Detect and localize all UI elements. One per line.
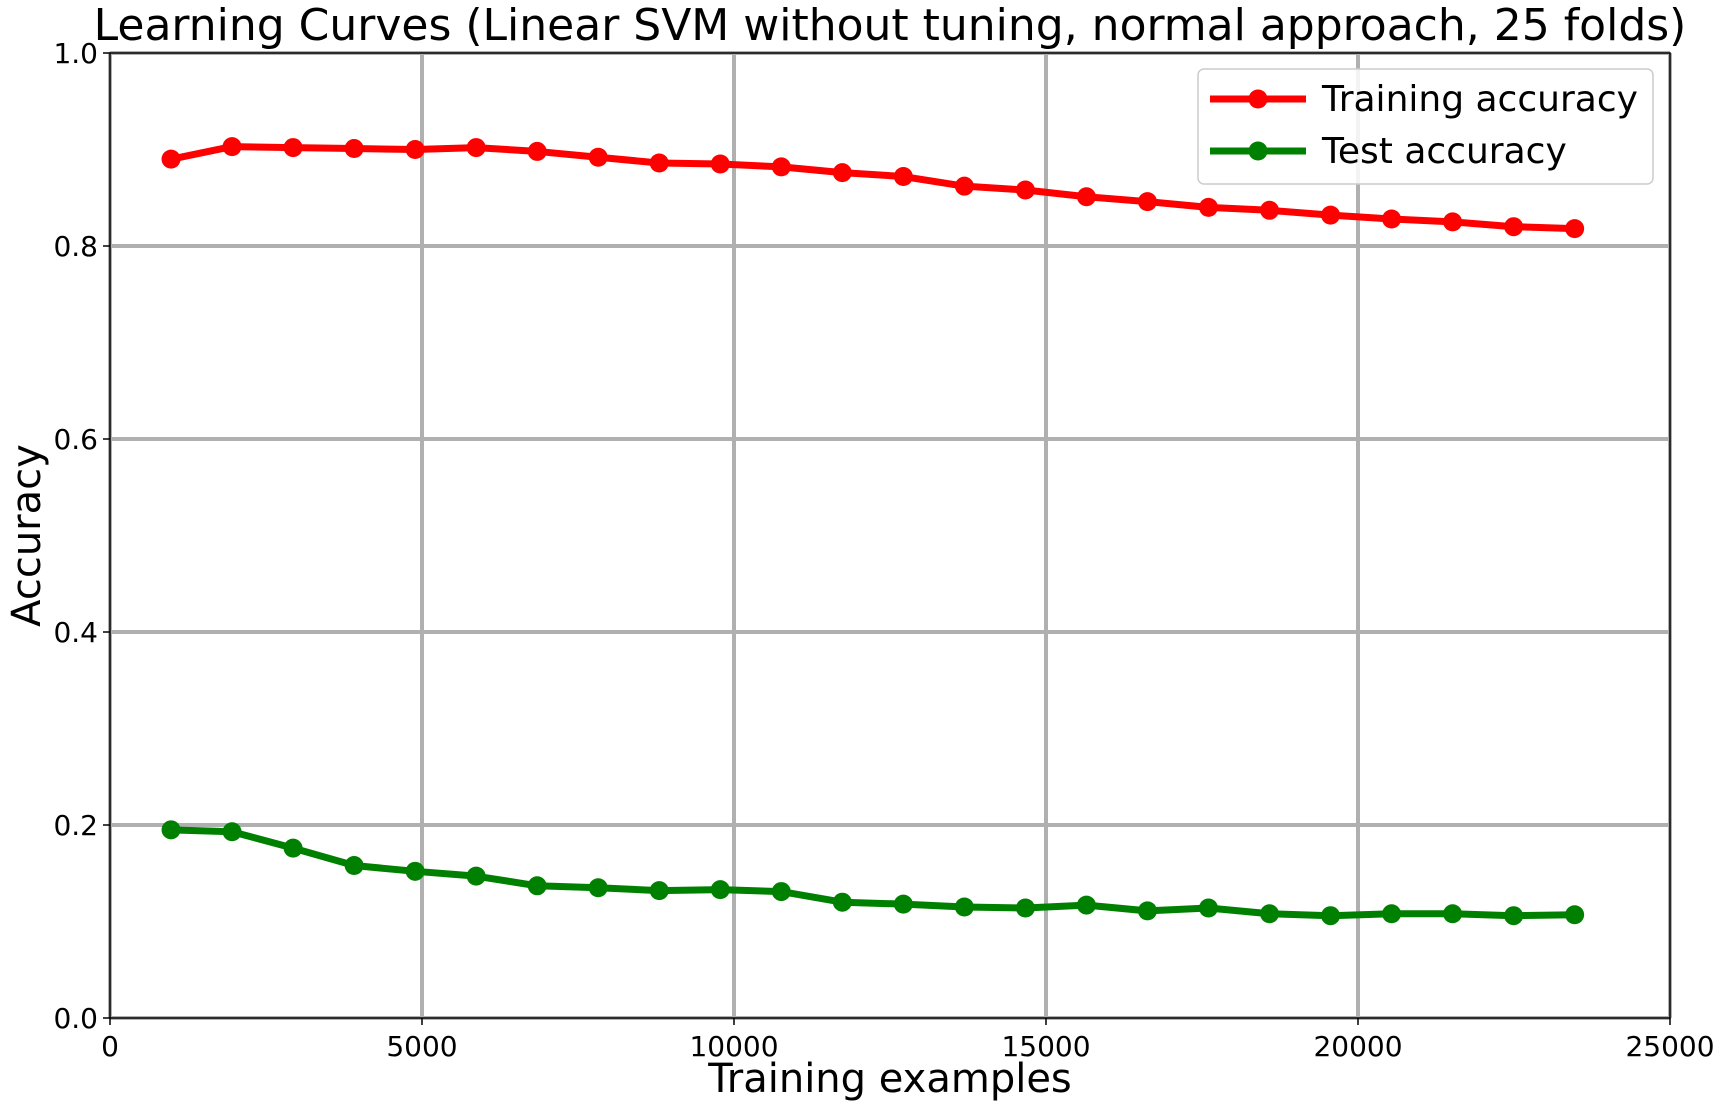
grid-lines	[108, 51, 1672, 1020]
data-point	[1565, 219, 1585, 239]
data-point	[710, 154, 730, 174]
data-point	[283, 838, 303, 858]
data-point	[1260, 904, 1280, 924]
x-tick-label: 25000	[1625, 1030, 1714, 1063]
series-1	[161, 820, 1585, 926]
data-point	[1198, 197, 1218, 217]
y-axis-label: Accuracy	[4, 444, 50, 627]
data-point	[1260, 200, 1280, 220]
data-point	[344, 856, 364, 876]
data-point	[1382, 904, 1402, 924]
x-tick-label: 10000	[689, 1030, 778, 1063]
data-point	[466, 866, 486, 886]
data-point	[649, 153, 669, 173]
data-point	[588, 147, 608, 167]
data-point	[1382, 209, 1402, 229]
data-point	[1137, 901, 1157, 921]
x-tick-label: 5000	[386, 1030, 457, 1063]
legend-item: Training accuracy	[1210, 79, 1638, 120]
x-tick-label: 15000	[1001, 1030, 1090, 1063]
series-line	[170, 826, 1575, 920]
data-point	[1504, 906, 1524, 926]
series-0	[161, 137, 1585, 239]
data-point	[771, 157, 791, 177]
data-point	[1321, 205, 1341, 225]
data-point	[466, 138, 486, 158]
y-tick-label: 1.0	[53, 37, 98, 70]
data-point	[1076, 895, 1096, 915]
x-tick-label: 0	[101, 1030, 119, 1063]
chart-title: Learning Curves (Linear SVM without tuni…	[94, 0, 1687, 51]
data-point	[405, 861, 425, 881]
data-point	[161, 820, 181, 840]
legend-marker	[1248, 89, 1268, 109]
data-point	[1076, 187, 1096, 207]
y-tick-label: 0.4	[53, 616, 98, 649]
data-point	[710, 880, 730, 900]
x-axis-label: Training examples	[707, 1056, 1072, 1102]
legend-marker	[1248, 141, 1268, 161]
data-point	[954, 897, 974, 917]
data-point	[649, 881, 669, 901]
data-point	[161, 149, 181, 169]
data-point	[588, 878, 608, 898]
legend-item: Test accuracy	[1210, 131, 1567, 172]
data-point	[527, 141, 547, 161]
series-layer	[161, 137, 1585, 926]
data-point	[222, 822, 242, 842]
data-point	[1504, 217, 1524, 237]
data-point	[405, 140, 425, 159]
y-tick-label: 0.0	[53, 1002, 98, 1035]
data-point	[954, 176, 974, 196]
data-point	[1321, 906, 1341, 926]
data-point	[344, 139, 364, 159]
legend-label: Training accuracy	[1321, 79, 1638, 120]
y-tick-label: 0.6	[53, 423, 98, 456]
data-point	[1015, 180, 1035, 200]
data-point	[1015, 898, 1035, 918]
data-point	[1443, 904, 1463, 924]
data-point	[893, 167, 913, 187]
data-point	[283, 138, 303, 158]
legend-label: Test accuracy	[1321, 131, 1567, 172]
plot-frame	[109, 52, 1671, 1019]
data-point	[893, 894, 913, 914]
data-point	[527, 876, 547, 896]
data-point	[1198, 898, 1218, 918]
axis-ticks: 0 5000 10000 15000 20000 25000 0.0 0.2 0.4 0.6 0.8…	[53, 37, 1714, 1063]
data-point	[1443, 212, 1463, 232]
data-point	[222, 137, 242, 157]
legend-box	[1197, 68, 1654, 185]
y-tick-label: 0.8	[53, 230, 98, 263]
series-line	[170, 143, 1575, 233]
data-point	[1137, 192, 1157, 212]
data-point	[771, 882, 791, 902]
data-point	[832, 163, 852, 183]
legend: Training accuracy Test accuracy	[1197, 68, 1654, 185]
x-tick-label: 20000	[1313, 1030, 1402, 1063]
data-point	[1565, 905, 1585, 925]
data-point	[832, 892, 852, 912]
y-tick-label: 0.2	[53, 809, 98, 842]
